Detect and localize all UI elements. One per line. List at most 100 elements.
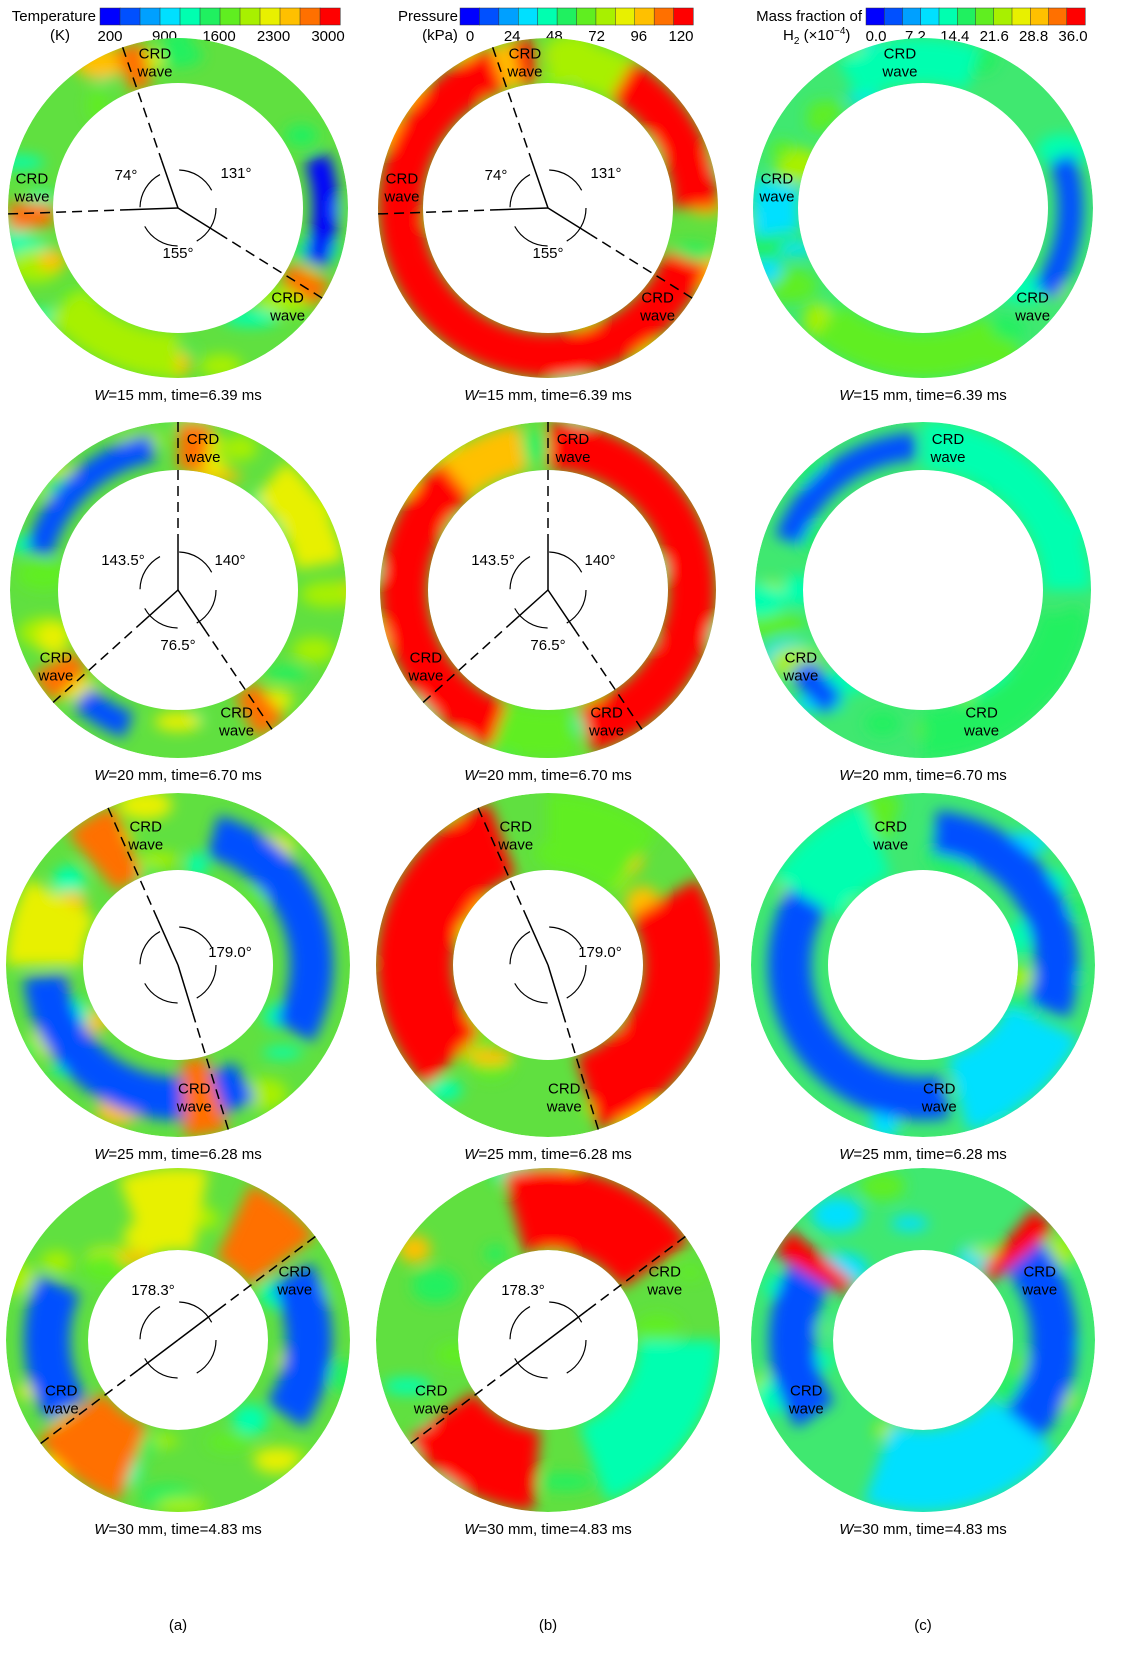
colorbar-segment [220, 8, 240, 25]
crd-label: CRD [965, 705, 998, 722]
contour-blob [154, 712, 202, 731]
wave-solid-line [138, 1340, 178, 1370]
panel-caption: W=25 mm, time=6.28 ms [464, 1146, 632, 1163]
colorbar-unit: (K) [50, 27, 70, 44]
colorbar-tick: 96 [630, 28, 647, 45]
colorbar-tick: 120 [668, 28, 693, 45]
crd-label: wave [407, 667, 443, 684]
colorbar-segment [674, 8, 694, 25]
angle-label: 179.0° [208, 944, 252, 961]
colorbar-segment [140, 8, 160, 25]
contour-blob [812, 1322, 842, 1334]
crd-label: wave [383, 188, 419, 205]
caption-text: =15 mm, time=6.39 ms [108, 387, 261, 404]
angle-label: 131° [590, 165, 621, 182]
colorbar-label: Temperature [12, 8, 96, 25]
crd-label: CRD [648, 1264, 681, 1281]
contour-blob [1003, 967, 1038, 988]
contour-blob [207, 1434, 252, 1452]
contour-blob [760, 248, 784, 261]
caption-text: =25 mm, time=6.28 ms [853, 1146, 1006, 1163]
colorbar-segment [460, 8, 480, 25]
colorbar-unit: (kPa) [422, 27, 458, 44]
page: Temperature(K)200900160023003000Pressure… [0, 0, 1147, 1653]
panel-caption: W=20 mm, time=6.70 ms [464, 767, 632, 784]
contour-ring [365, 418, 722, 758]
caption-text: =20 mm, time=6.70 ms [108, 767, 261, 784]
colorbar-tick: 0 [466, 28, 474, 45]
crd-label: wave [554, 449, 590, 466]
crd-label: wave [872, 836, 908, 853]
crd-label: wave [588, 723, 624, 740]
contour-blob [399, 1235, 431, 1263]
angle-label: 76.5° [160, 637, 195, 654]
colorbar-segment [200, 8, 220, 25]
contour-blob [285, 124, 318, 146]
crd-label: CRD [548, 1081, 581, 1098]
wave-solid-line [511, 590, 548, 623]
angle-label: 143.5° [101, 552, 145, 569]
contour-blob [199, 1208, 219, 1229]
angle-label: 140° [214, 552, 245, 569]
colorbar-segment [518, 8, 538, 25]
panel-caption: W=25 mm, time=6.28 ms [94, 1146, 262, 1163]
crd-label: wave [921, 1099, 957, 1116]
crd-label: wave [963, 723, 999, 740]
contour-ring [731, 422, 1098, 758]
crd-label: CRD [220, 705, 253, 722]
crd-label: CRD [1023, 1264, 1056, 1281]
contour-blob [17, 559, 70, 590]
caption-text: =20 mm, time=6.70 ms [478, 767, 631, 784]
wave-solid-line [178, 1310, 218, 1340]
panel-caption: W=20 mm, time=6.70 ms [94, 767, 262, 784]
contour-blob [467, 1048, 513, 1065]
crd-label: CRD [178, 1081, 211, 1098]
angle-label: 155° [162, 245, 193, 262]
crd-label: wave [497, 836, 533, 853]
colorbar-segment [615, 8, 635, 25]
colorbar-segment [120, 8, 140, 25]
panel-caption: W=30 mm, time=4.83 ms [839, 1521, 1007, 1538]
angle-label: 179.0° [578, 944, 622, 961]
panel-caption: W=20 mm, time=6.70 ms [839, 767, 1007, 784]
contour-region [576, 879, 720, 1129]
contour-blob [263, 1046, 303, 1058]
wave-solid-line [508, 1340, 548, 1370]
panel-caption: W=25 mm, time=6.28 ms [839, 1146, 1007, 1163]
contour-region [48, 288, 178, 378]
crd-label: wave [1014, 308, 1050, 325]
caption-text: =15 mm, time=6.39 ms [853, 387, 1006, 404]
crd-label: CRD [386, 170, 419, 187]
colorbar-segment [635, 8, 655, 25]
crd-label: wave [127, 836, 163, 853]
colorbar-segment [903, 8, 922, 25]
angle-label: 74° [115, 167, 138, 184]
contour-blob [222, 435, 258, 460]
unit-part: H [783, 27, 794, 44]
panel-caption: W=15 mm, time=6.39 ms [94, 387, 262, 404]
panel-caption: W=30 mm, time=4.83 ms [94, 1521, 262, 1538]
contour-blob [301, 581, 355, 607]
crd-label: CRD [923, 1081, 956, 1098]
crd-label: wave [43, 1400, 79, 1417]
unit-part: ) [845, 27, 850, 44]
angle-label: 178.3° [501, 1282, 545, 1299]
caption-text: =30 mm, time=4.83 ms [478, 1521, 631, 1538]
crd-label: CRD [139, 45, 172, 62]
panel-caption: W=30 mm, time=4.83 ms [464, 1521, 632, 1538]
caption-text: =25 mm, time=6.28 ms [108, 1146, 261, 1163]
crd-label: CRD [278, 1264, 311, 1281]
crd-label: wave [413, 1400, 449, 1417]
contour-blob [157, 1498, 207, 1513]
contour-region [611, 61, 719, 208]
crd-label: CRD [45, 1382, 78, 1399]
contour-blob [88, 88, 108, 122]
crd-label: wave [218, 723, 254, 740]
angle-label: 140° [584, 552, 615, 569]
crd-label: CRD [187, 431, 220, 448]
crd-label: wave [639, 308, 675, 325]
contour-blob [865, 711, 900, 736]
wave-solid-line [498, 208, 548, 210]
figure: Temperature(K)200900160023003000Pressure… [0, 0, 1147, 1648]
crd-label: wave [269, 308, 305, 325]
